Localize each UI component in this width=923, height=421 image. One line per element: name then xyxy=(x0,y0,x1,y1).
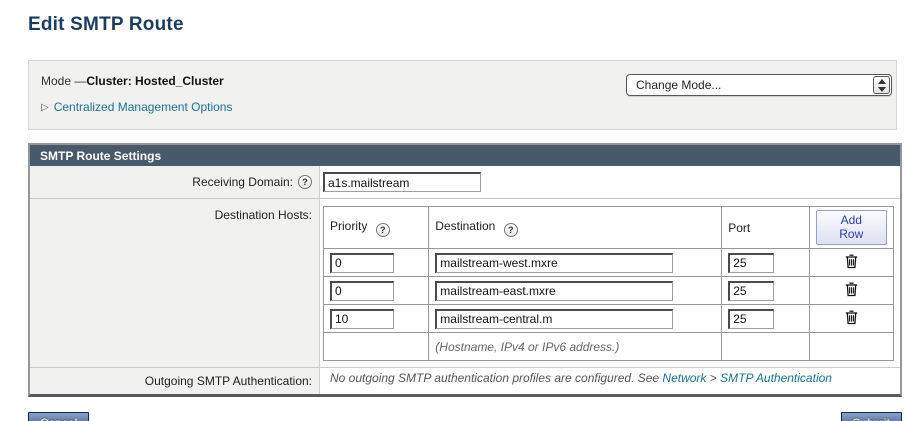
mode-box: Mode —Cluster: Hosted_Cluster ▷ Centraliz… xyxy=(28,60,897,130)
destination-hosts-label-cell: Destination Hosts: xyxy=(30,199,320,367)
outgoing-auth-label: Outgoing SMTP Authentication: xyxy=(144,374,312,388)
destination-header-label: Destination xyxy=(435,218,496,233)
help-icon[interactable]: ? xyxy=(298,175,312,189)
outgoing-auth-content-cell: No outgoing SMTP authentication profiles… xyxy=(320,368,900,394)
help-icon[interactable]: ? xyxy=(503,222,518,237)
destination-hosts-label: Destination Hosts: xyxy=(214,208,312,222)
chevron-down-icon xyxy=(877,86,886,92)
auth-link-separator: > xyxy=(706,371,721,385)
select-stepper-icon xyxy=(873,76,890,94)
trash-icon xyxy=(845,310,857,325)
mode-line: Mode —Cluster: Hosted_Cluster xyxy=(41,74,884,88)
smtp-route-settings-table: SMTP Route Settings Receiving Domain: ? … xyxy=(28,143,902,397)
receiving-domain-row: Receiving Domain: ? xyxy=(30,166,900,198)
priority-input[interactable] xyxy=(330,252,394,273)
trash-icon xyxy=(845,282,857,297)
delete-row-button[interactable] xyxy=(844,253,859,269)
destination-hosts-table: Priority ? Destination ? Port Add Row xyxy=(322,206,895,361)
network-link[interactable]: Network xyxy=(662,371,707,385)
receiving-domain-label-cell: Receiving Domain: ? xyxy=(30,166,320,198)
cancel-button[interactable]: Cancel xyxy=(28,412,90,421)
priority-column-header: Priority ? xyxy=(322,206,430,249)
trash-icon xyxy=(845,254,857,269)
port-input[interactable] xyxy=(728,252,775,273)
footer-actions: Cancel Submit xyxy=(28,412,902,421)
outgoing-auth-label-cell: Outgoing SMTP Authentication: xyxy=(30,368,320,394)
destination-hint: (Hostname, IPv4 or IPv6 address.) xyxy=(428,332,723,361)
add-row-button[interactable]: Add Row xyxy=(815,210,887,245)
mode-value: Cluster: Hosted_Cluster xyxy=(86,74,224,88)
destination-hosts-content-cell: Priority ? Destination ? Port Add Row xyxy=(320,199,900,367)
port-header-label: Port xyxy=(728,220,751,235)
destination-hosts-row: Destination Hosts: Priority ? Destinatio… xyxy=(30,198,900,367)
delete-row-button[interactable] xyxy=(844,309,859,325)
receiving-domain-label: Receiving Domain: xyxy=(192,175,293,189)
submit-button[interactable]: Submit xyxy=(840,412,902,421)
priority-header-label: Priority xyxy=(330,218,368,233)
priority-input[interactable] xyxy=(330,280,394,301)
page-title: Edit SMTP Route xyxy=(28,14,184,35)
mode-label: Mode — xyxy=(41,74,87,88)
chevron-up-icon xyxy=(877,78,886,84)
port-input[interactable] xyxy=(728,308,775,329)
host-row xyxy=(322,276,895,305)
delete-row-button[interactable] xyxy=(844,281,859,297)
outgoing-auth-text: No outgoing SMTP authentication profiles… xyxy=(330,371,663,385)
port-input[interactable] xyxy=(728,280,775,301)
destination-input[interactable] xyxy=(435,280,674,301)
smtp-authentication-link[interactable]: SMTP Authentication xyxy=(720,371,832,385)
add-row-header-cell: Add Row xyxy=(808,206,895,249)
change-mode-select[interactable]: Change Mode... xyxy=(626,74,892,96)
priority-input[interactable] xyxy=(330,308,394,329)
centralized-management-link[interactable]: Centralized Management Options xyxy=(53,100,233,114)
receiving-domain-content-cell xyxy=(320,166,900,198)
port-column-header: Port xyxy=(721,206,810,249)
destination-input[interactable] xyxy=(435,308,674,329)
hint-row: (Hostname, IPv4 or IPv6 address.) xyxy=(322,332,895,361)
receiving-domain-input[interactable] xyxy=(323,172,481,192)
outgoing-auth-row: Outgoing SMTP Authentication: No outgoin… xyxy=(30,367,900,394)
centralized-management-line: ▷ Centralized Management Options xyxy=(41,100,884,114)
host-row xyxy=(322,248,895,277)
hosts-header-row: Priority ? Destination ? Port Add Row xyxy=(322,206,895,249)
destination-input[interactable] xyxy=(435,252,674,273)
collapsed-triangle-icon[interactable]: ▷ xyxy=(41,102,49,113)
section-header: SMTP Route Settings xyxy=(30,145,900,166)
help-icon[interactable]: ? xyxy=(375,222,390,237)
change-mode-selected-value: Change Mode... xyxy=(636,78,722,92)
host-row xyxy=(322,304,895,333)
destination-column-header: Destination ? xyxy=(428,206,723,249)
